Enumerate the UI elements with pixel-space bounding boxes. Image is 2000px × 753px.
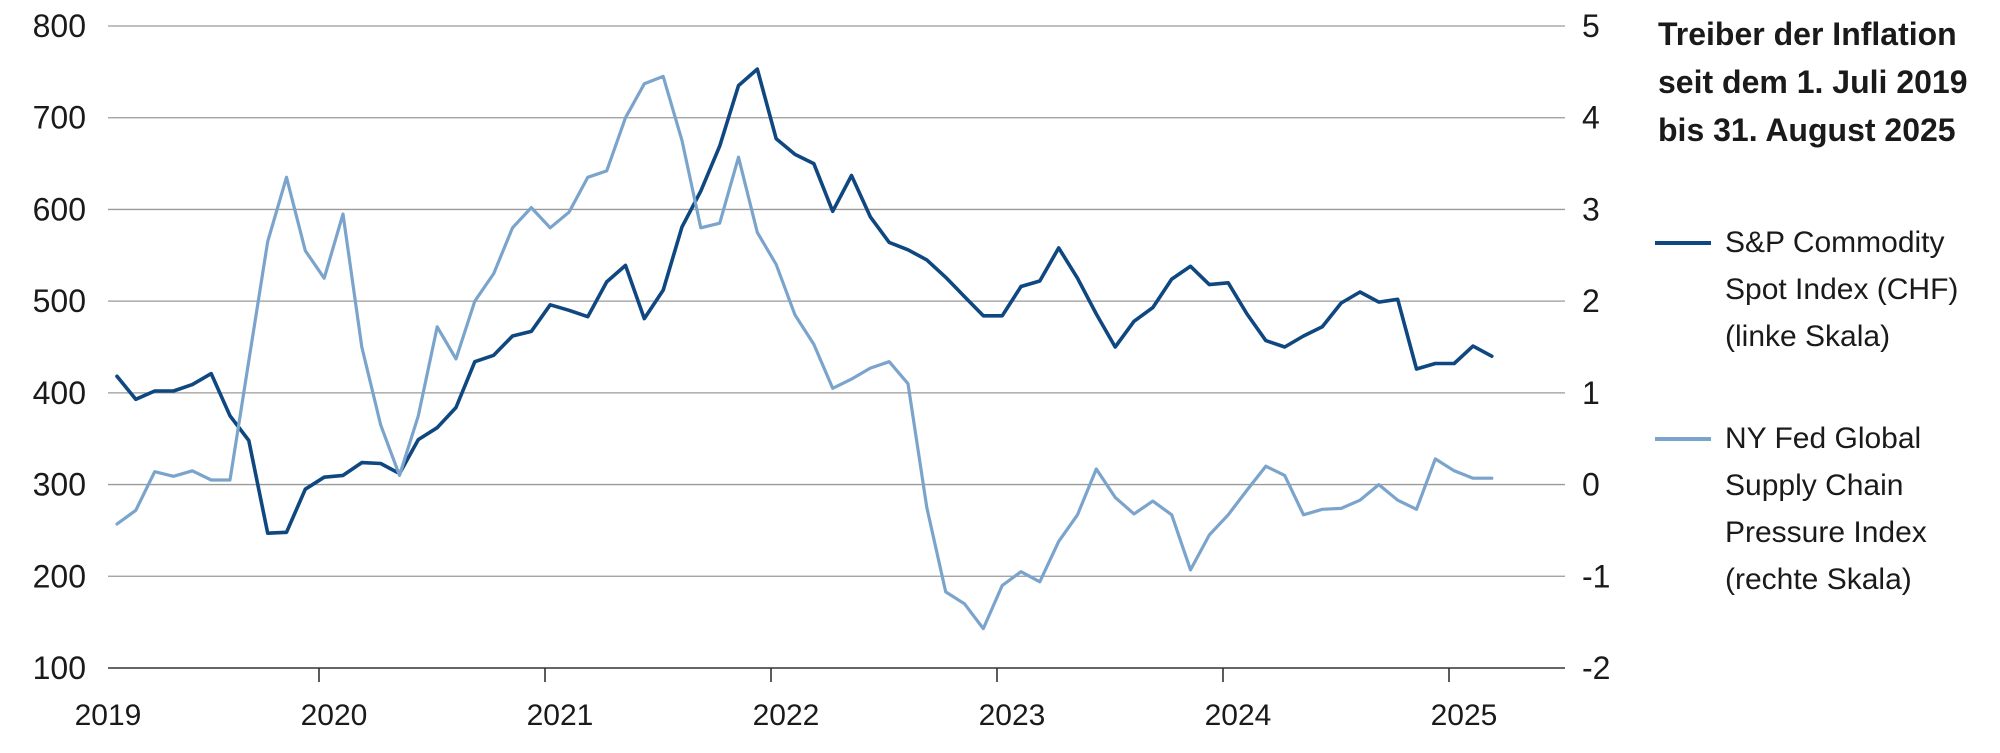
left-tick-label: 500 — [33, 283, 86, 319]
legend-label-line: Supply Chain — [1725, 469, 1904, 502]
legend-label-ny-fed-gscpi: NY Fed Global Supply Chain Pressure Inde… — [1725, 415, 1927, 603]
right-tick-label: 5 — [1582, 8, 1600, 44]
chart-title-line-3: bis 31. August 2025 — [1658, 112, 1956, 148]
series-line-ny-fed-gscpi — [115, 74, 1494, 631]
x-tick-label: 2022 — [753, 699, 820, 732]
chart-title-line-2: seit dem 1. Juli 2019 — [1658, 64, 1968, 100]
x-tick-label: 2019 — [75, 699, 142, 732]
legend-label-sp-commodity: S&P Commodity Spot Index (CHF) (linke Sk… — [1725, 219, 1958, 360]
grid-lines — [108, 25, 1565, 577]
right-tick-label: 0 — [1582, 467, 1600, 503]
legend-swatch-sp-commodity — [1655, 241, 1711, 245]
series-lines — [115, 67, 1494, 631]
legend-label-line: Spot Index (CHF) — [1725, 273, 1959, 306]
left-tick-label: 800 — [33, 8, 86, 44]
right-tick-label: 4 — [1582, 100, 1600, 136]
legend-label-line: NY Fed Global — [1725, 422, 1922, 455]
legend-swatch-ny-fed-gscpi — [1655, 437, 1711, 441]
x-tick-label: 2025 — [1431, 699, 1498, 732]
left-tick-label: 400 — [33, 375, 86, 411]
legend-label-line: Pressure Index — [1725, 516, 1927, 549]
series-line-sp-commodity — [115, 67, 1494, 535]
legend-label-line: (rechte Skala) — [1725, 563, 1912, 596]
right-tick-label: 3 — [1582, 191, 1600, 227]
left-tick-label: 300 — [33, 467, 86, 503]
x-axis-tick-labels: 2019 2020 2021 2022 2023 2024 2025 — [75, 699, 1498, 732]
right-axis-tick-labels: 5 4 3 2 1 0 -1 -2 — [1582, 8, 1610, 686]
x-tick-label: 2021 — [527, 699, 594, 732]
right-tick-label: 2 — [1582, 283, 1600, 319]
right-tick-label: -2 — [1582, 650, 1610, 686]
x-tick-label: 2023 — [979, 699, 1046, 732]
left-axis-tick-labels: 800 700 600 500 400 300 200 100 — [33, 8, 86, 686]
chart-title-line-1: Treiber der Inflation — [1658, 16, 1957, 52]
axes — [108, 667, 1565, 682]
left-tick-label: 700 — [33, 100, 86, 136]
legend-label-line: (linke Skala) — [1725, 320, 1891, 353]
left-tick-label: 600 — [33, 191, 86, 227]
x-tick-label: 2020 — [301, 699, 368, 732]
chart-title: Treiber der Inflation seit dem 1. Juli 2… — [1658, 10, 1998, 154]
right-tick-label: 1 — [1582, 375, 1600, 411]
left-tick-label: 200 — [33, 558, 86, 594]
right-tick-label: -1 — [1582, 558, 1610, 594]
legend-label-line: S&P Commodity — [1725, 226, 1945, 259]
left-tick-label: 100 — [33, 650, 86, 686]
x-tick-label: 2024 — [1205, 699, 1272, 732]
